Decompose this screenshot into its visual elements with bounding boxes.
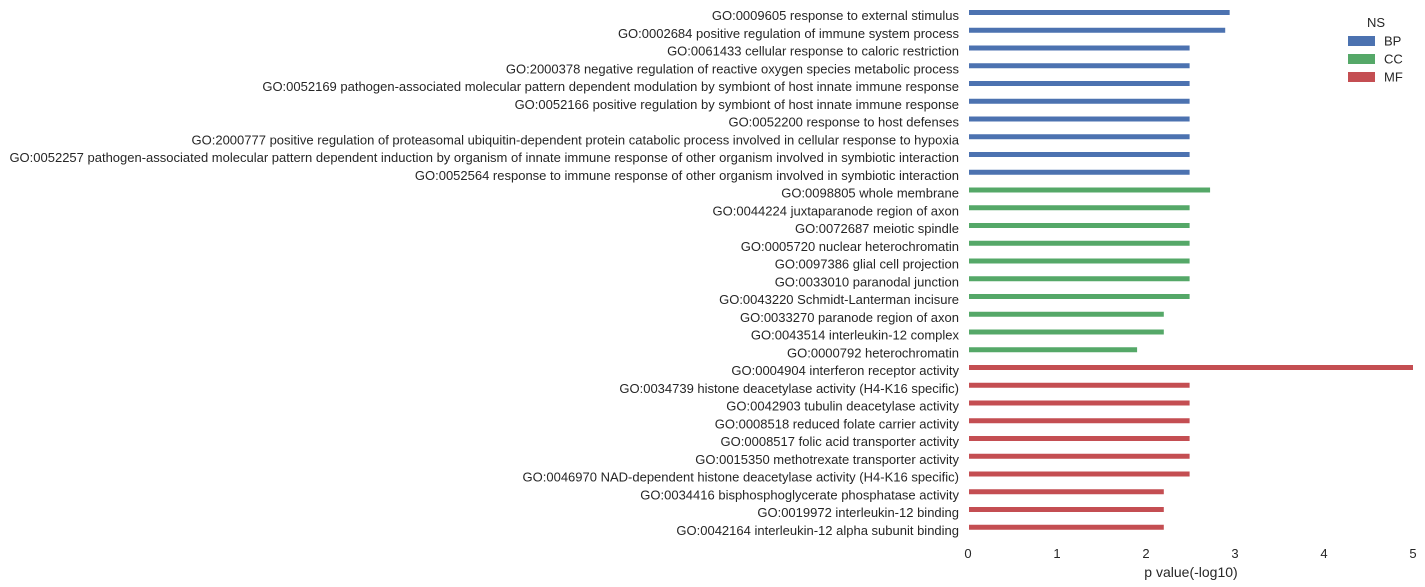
category-label: GO:0043220 Schmidt-Lanterman incisure <box>719 292 959 307</box>
bar-cc <box>969 223 1190 228</box>
bar-bp <box>969 116 1190 122</box>
legend-label-bp: BP <box>1384 34 1401 49</box>
bar-cc <box>969 329 1164 335</box>
bar-cc <box>969 187 1211 193</box>
legend-swatch-mf <box>1348 72 1375 82</box>
bar-bp <box>969 169 1190 175</box>
bar-cc <box>969 240 1190 246</box>
x-tick-label: 3 <box>1231 546 1238 561</box>
category-label: GO:0043514 interleukin-12 complex <box>751 328 960 343</box>
bar-bp <box>969 10 1230 15</box>
category-label: GO:0015350 methotrexate transporter acti… <box>695 452 959 467</box>
bar-mf <box>969 453 1190 459</box>
category-label: GO:0061433 cellular response to caloric … <box>667 44 959 59</box>
category-label: GO:0002684 positive regulation of immune… <box>618 26 960 41</box>
bar-cc <box>969 205 1190 211</box>
legend-title: NS <box>1367 15 1385 30</box>
category-label: GO:0042903 tubulin deacetylase activity <box>726 399 959 414</box>
category-label: GO:0033270 paranode region of axon <box>740 310 959 325</box>
legend-swatch-cc <box>1348 54 1375 64</box>
category-label: GO:0005720 nuclear heterochromatin <box>741 239 959 254</box>
bar-mf <box>969 418 1190 424</box>
category-labels: GO:0009605 response to external stimulus… <box>9 8 959 538</box>
bar-cc <box>969 276 1190 282</box>
bar-bp <box>969 81 1190 86</box>
bar-mf <box>969 524 1164 530</box>
bar-mf <box>969 436 1190 441</box>
category-label: GO:0052564 response to immune response o… <box>415 168 959 183</box>
category-label: GO:0072687 meiotic spindle <box>795 221 959 236</box>
category-label: GO:0008518 reduced folate carrier activi… <box>715 416 960 431</box>
category-label: GO:0019972 interleukin-12 binding <box>757 505 959 520</box>
bar-bp <box>969 98 1190 104</box>
legend: NS BP CC MF <box>1348 15 1403 85</box>
bar-cc <box>969 311 1164 317</box>
category-label: GO:0000792 heterochromatin <box>787 345 959 360</box>
legend-swatch-bp <box>1348 36 1375 46</box>
bar-bp <box>969 152 1190 157</box>
x-axis-title: p value(-log10) <box>1144 564 1237 580</box>
category-label: GO:0052200 response to host defenses <box>728 115 959 130</box>
category-label: GO:0046970 NAD-dependent histone deacety… <box>523 470 959 485</box>
x-tick-label: 1 <box>1053 546 1060 561</box>
category-label: GO:2000777 positive regulation of protea… <box>192 132 960 147</box>
bar-bp <box>969 134 1190 140</box>
bar-mf <box>969 507 1164 512</box>
bar-mf <box>969 382 1190 388</box>
bar-cc <box>969 258 1190 264</box>
category-label: GO:0098805 whole membrane <box>781 186 959 201</box>
category-label: GO:0097386 glial cell projection <box>775 257 959 272</box>
category-label: GO:0052169 pathogen-associated molecular… <box>262 79 959 94</box>
bar-mf <box>969 489 1164 495</box>
category-label: GO:0034416 bisphosphoglycerate phosphata… <box>640 487 959 502</box>
category-label: GO:0052257 pathogen-associated molecular… <box>9 150 959 165</box>
category-label: GO:0034739 histone deacetylase activity … <box>619 381 959 396</box>
legend-label-mf: MF <box>1384 70 1403 85</box>
bar-mf <box>969 365 1413 370</box>
x-tick-label: 5 <box>1409 546 1416 561</box>
bar-bp <box>969 63 1190 69</box>
legend-entries: BP CC MF <box>1348 34 1403 85</box>
legend-label-cc: CC <box>1384 52 1403 67</box>
x-tick-label: 2 <box>1142 546 1149 561</box>
category-label: GO:0008517 folic acid transporter activi… <box>721 434 960 449</box>
category-label: GO:0042164 interleukin-12 alpha subunit … <box>676 523 959 538</box>
bar-bp <box>969 45 1190 51</box>
x-tick-label: 4 <box>1320 546 1327 561</box>
bars-layer <box>969 10 1413 530</box>
bar-mf <box>969 400 1190 406</box>
category-label: GO:0052166 positive regulation by symbio… <box>515 97 959 112</box>
x-tick-label: 0 <box>964 546 971 561</box>
category-label: GO:2000378 negative regulation of reacti… <box>506 61 960 76</box>
category-label: GO:0004904 interferon receptor activity <box>731 363 959 378</box>
category-label: GO:0033010 paranodal junction <box>775 274 959 289</box>
bar-cc <box>969 294 1190 299</box>
category-label: GO:0009605 response to external stimulus <box>712 8 960 23</box>
bar-bp <box>969 27 1226 33</box>
category-label: GO:0044224 juxtaparanode region of axon <box>713 203 959 218</box>
bar-mf <box>969 471 1190 477</box>
x-axis-ticks: 0 1 2 3 4 5 <box>964 546 1416 561</box>
bar-cc <box>969 347 1138 353</box>
